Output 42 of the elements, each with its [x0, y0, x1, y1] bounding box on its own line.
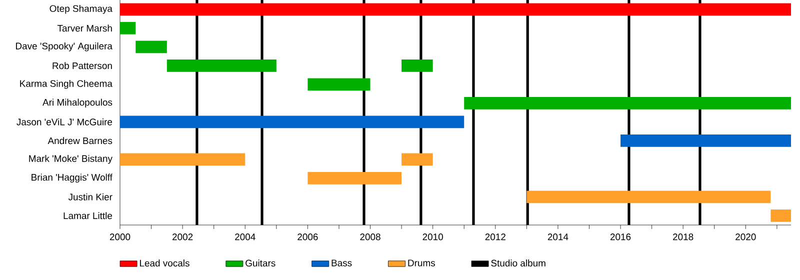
- x-tick-label: 2006: [298, 234, 318, 240]
- y-tick-label: Rob Patterson: [52, 62, 112, 70]
- x-tick-label: 2004: [235, 234, 256, 240]
- bar: [308, 78, 370, 91]
- bar: [526, 190, 771, 204]
- bar: [770, 209, 792, 222]
- bar: [464, 96, 792, 110]
- x-tick-label: 2012: [485, 234, 506, 240]
- x-tick-label: 2010: [422, 234, 443, 240]
- y-tick-label: Brian 'Haggis' Wolff: [32, 174, 112, 183]
- y-tick-label: Lamar Little: [64, 212, 112, 220]
- x-tick-label: 2002: [172, 234, 193, 240]
- x-tick-label: 2016: [610, 234, 631, 240]
- bar: [120, 3, 792, 16]
- bar: [120, 153, 246, 166]
- bar: [402, 59, 433, 72]
- x-tick-label: 2000: [110, 234, 130, 240]
- x-tick-label: 2020: [736, 234, 756, 240]
- y-tick-label: Andrew Barnes: [48, 137, 112, 144]
- legend-label: Guitars: [246, 260, 276, 267]
- y-tick-label: Justin Kier: [68, 193, 112, 200]
- bar: [620, 134, 792, 147]
- x-tick-label: 2014: [548, 234, 568, 240]
- bar: [120, 116, 464, 128]
- x-tick-label: 2008: [360, 234, 380, 240]
- bar: [166, 59, 276, 72]
- bar: [402, 153, 433, 166]
- y-tick-label: Dave 'Spooky' Aguilera: [16, 42, 112, 52]
- y-tick-label: Tarver Marsh: [57, 24, 112, 32]
- bar: [136, 40, 167, 54]
- y-tick-label: Ari Mihalopoulos: [42, 98, 112, 108]
- legend-label: Studio album: [491, 260, 546, 267]
- x-tick-label: 2018: [673, 234, 694, 240]
- y-tick-label: Mark 'Moke' Bistany: [29, 154, 112, 164]
- bar: [308, 172, 402, 184]
- legend-label: Bass: [332, 260, 352, 266]
- legend-label: Drums: [408, 260, 435, 266]
- bar: [120, 22, 136, 34]
- y-tick-label: Otep Shamaya: [50, 4, 112, 14]
- y-tick-label: Jason 'eViL J' McGuire: [16, 118, 112, 126]
- legend-label: Lead vocals: [140, 260, 190, 267]
- y-tick-label: Karma Singh Cheema: [20, 80, 112, 89]
